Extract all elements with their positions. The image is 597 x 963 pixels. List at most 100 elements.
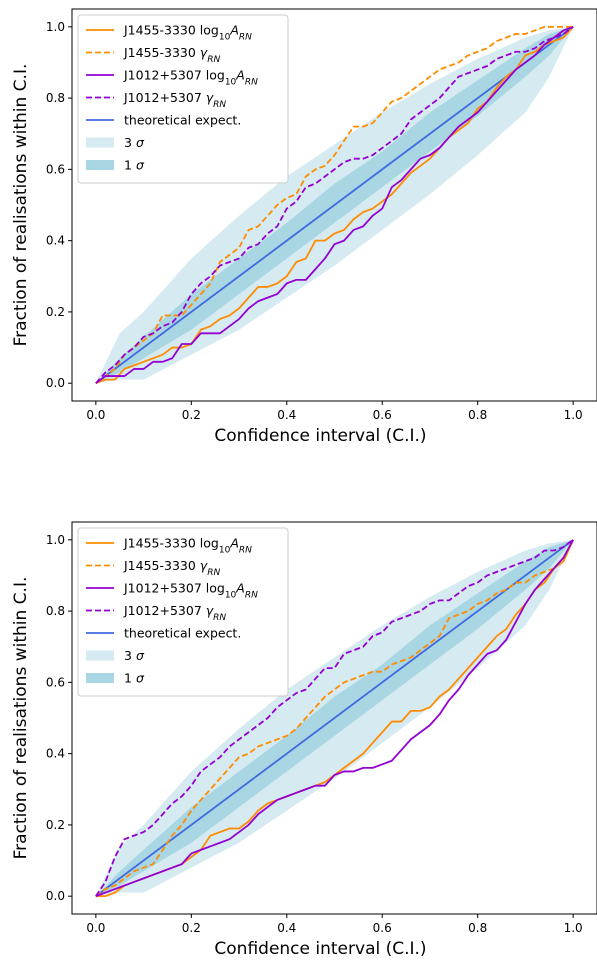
x-axis-label: Confidence interval (C.I.) — [214, 426, 426, 446]
legend-label-1: J1455-3330 log10ARN — [123, 23, 252, 43]
series-line-5 — [95, 539, 574, 897]
legend-label-7: 1 σ — [124, 158, 145, 173]
legend-text-italic: σ — [136, 135, 145, 150]
series-line-2 — [95, 25, 574, 384]
x-tick-label: 0.4 — [277, 921, 296, 935]
legend-swatch-7 — [86, 160, 114, 170]
y-tick-label: 1.0 — [46, 20, 65, 34]
legend-swatch-6 — [86, 137, 114, 148]
series-line-1 — [95, 26, 574, 385]
y-tick-label: 0.2 — [46, 305, 65, 319]
plot-area — [95, 25, 574, 385]
legend-label-6: 3 σ — [124, 648, 145, 663]
legend-text-prefix: J1455-3330 — [123, 45, 200, 60]
legend-text-italic-sub: RN — [207, 568, 220, 578]
legend-text-sub: 10 — [225, 591, 237, 601]
legend-text-italic: γ — [206, 90, 214, 105]
legend-label-1: J1455-3330 log10ARN — [123, 536, 252, 556]
legend-text-prefix: J1012+5307 — [123, 603, 206, 618]
legend-text-sub: 10 — [219, 33, 231, 43]
y-tick-label: 0.4 — [46, 234, 65, 248]
x-tick-label: 0.4 — [277, 408, 296, 422]
legend-box — [77, 14, 289, 184]
legend-text-italic-sub: RN — [245, 78, 258, 88]
legend-text-italic-sub: RN — [213, 613, 226, 623]
legend-label-6: 3 σ — [124, 135, 145, 150]
legend-label-3: J1012+5307 log10ARN — [123, 68, 258, 88]
y-axis-label: Fraction of realisations within C.I. — [11, 577, 31, 860]
series-line-3 — [95, 25, 574, 384]
legend-label-7: 1 σ — [124, 671, 145, 686]
y-tick-label: 0.6 — [46, 675, 65, 689]
y-tick-label: 0.0 — [46, 376, 65, 390]
series-line-4 — [95, 26, 574, 384]
y-tick-label: 0.2 — [46, 818, 65, 832]
legend-text-prefix: J1455-3330 — [123, 536, 200, 551]
axes-frame — [71, 8, 597, 402]
legend-box — [77, 527, 289, 697]
y-tick-label: 0.0 — [46, 889, 65, 903]
y-tick-label: 0.8 — [46, 91, 65, 105]
legend-text-italic-sub: RN — [245, 591, 258, 601]
plot-area — [95, 539, 574, 898]
legend-text-italic: γ — [206, 603, 214, 618]
legend-swatch-7 — [86, 673, 114, 683]
legend-text-italic: σ — [136, 671, 145, 686]
x-axis-label: Confidence interval (C.I.) — [214, 939, 426, 959]
x-tick-label: 0.2 — [182, 921, 201, 935]
legend-text-italic: A — [229, 23, 239, 38]
y-tick-label: 0.8 — [46, 604, 65, 618]
axes-frame — [71, 521, 597, 915]
legend-label-4: J1012+5307 γRN — [123, 90, 226, 110]
x-tick-label: 0.0 — [86, 408, 105, 422]
legend-label-2: J1455-3330 γRN — [123, 45, 220, 65]
legend-text-italic: A — [229, 536, 239, 551]
legend-text-symbol: log — [206, 581, 225, 596]
legend-text-prefix: theoretical expect. — [124, 626, 241, 641]
x-tick-label: 0.0 — [86, 921, 105, 935]
legend-label-5: theoretical expect. — [124, 626, 241, 641]
legend-text-symbol: log — [200, 536, 219, 551]
legend-swatch-6 — [86, 650, 114, 661]
y-axis-label: Fraction of realisations within C.I. — [11, 64, 31, 347]
legend-text-prefix: J1012+5307 — [123, 68, 206, 83]
x-tick-label: 0.6 — [373, 408, 392, 422]
legend-text-symbol: log — [200, 23, 219, 38]
x-tick-label: 0.8 — [468, 921, 487, 935]
legend-text-italic-sub: RN — [207, 55, 220, 65]
legend-text-prefix: 3 — [124, 135, 136, 150]
series-line-4 — [95, 539, 574, 897]
legend-text-italic-sub: RN — [213, 100, 226, 110]
y-tick-label: 0.4 — [46, 747, 65, 761]
legend-text-prefix: J1455-3330 — [123, 558, 200, 573]
legend-text-italic: γ — [200, 45, 208, 60]
y-tick-label: 0.6 — [46, 162, 65, 176]
legend-label-4: J1012+5307 γRN — [123, 603, 226, 623]
legend-text-prefix: theoretical expect. — [124, 113, 241, 128]
legend-label-2: J1455-3330 γRN — [123, 558, 220, 578]
x-tick-label: 1.0 — [564, 408, 583, 422]
x-tick-label: 0.2 — [182, 408, 201, 422]
legend-text-prefix: 1 — [124, 158, 136, 173]
x-tick-label: 0.8 — [468, 408, 487, 422]
legend-label-5: theoretical expect. — [124, 113, 241, 128]
x-tick-label: 1.0 — [564, 921, 583, 935]
legend-text-italic: σ — [136, 158, 145, 173]
legend-text-italic: A — [235, 581, 245, 596]
legend-text-sub: 10 — [219, 546, 231, 556]
legend-text-prefix: 3 — [124, 648, 136, 663]
legend-text-prefix: J1455-3330 — [123, 23, 200, 38]
x-tick-label: 0.6 — [373, 921, 392, 935]
legend-text-italic-sub: RN — [239, 33, 252, 43]
legend-text-sub: 10 — [225, 78, 237, 88]
legend-text-italic: σ — [136, 648, 145, 663]
series-line-5 — [95, 26, 574, 384]
legend-text-symbol: log — [206, 68, 225, 83]
legend-text-italic: γ — [200, 558, 208, 573]
chart-panel-1: 0.0 0.2 0.4 0.6 0.8 1.0 0.0 0.2 0.4 0.6 0.8 1.0 Conf… — [11, 8, 597, 446]
chart-panel-2: 0.0 0.2 0.4 0.6 0.8 1.0 0.0 0.2 0.4 0.6 0.8 1.0 Conf… — [11, 521, 597, 959]
legend-text-prefix: J1012+5307 — [123, 90, 206, 105]
